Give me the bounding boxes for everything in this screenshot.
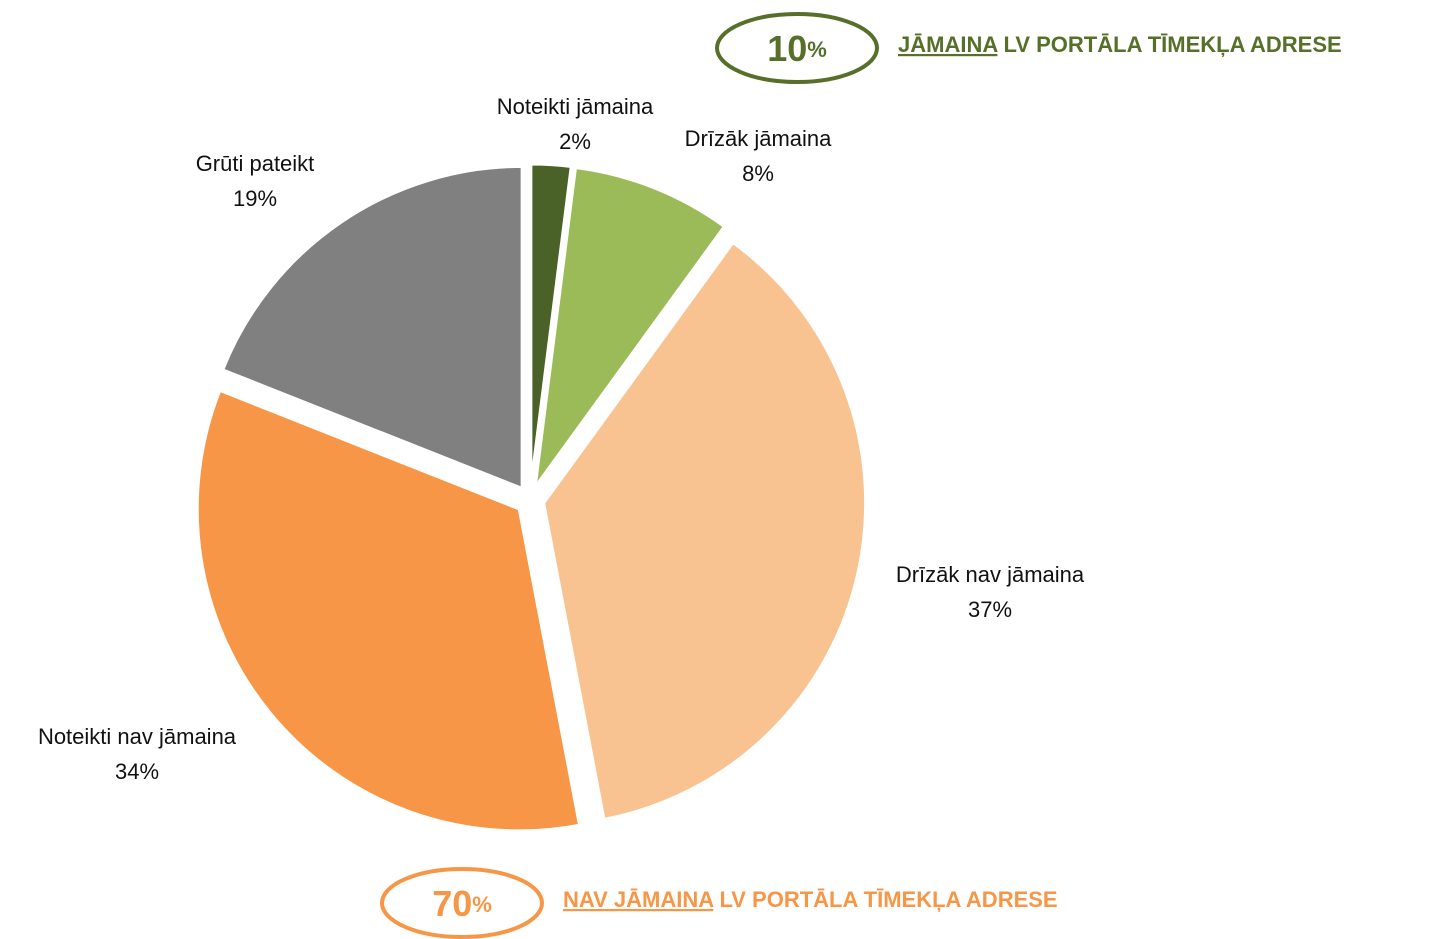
annotation-underlined: JĀMAINA — [898, 32, 998, 57]
annotation-text: JĀMAINA LV PORTĀLA TĪMEKĻA ADRESE — [898, 32, 1342, 57]
annotation-rest: LV PORTĀLA TĪMEKĻA ADRESE — [997, 32, 1341, 57]
pie-slice — [542, 240, 868, 822]
annotation-number: 10% — [767, 28, 827, 69]
category-label: Noteikti nav jāmaina — [38, 724, 237, 749]
annotation-unit: % — [472, 892, 492, 917]
annotation-value: 70 — [432, 883, 472, 924]
category-label: Grūti pateikt — [196, 151, 315, 176]
value-label: 2% — [559, 129, 591, 154]
annotation-number: 70% — [432, 883, 492, 924]
category-label: Noteikti jāmaina — [497, 94, 654, 119]
pie-slice — [220, 164, 524, 491]
pie-slice — [533, 165, 727, 488]
value-label: 19% — [233, 186, 277, 211]
annotation-ellipse — [715, 12, 879, 84]
annotation-underlined: NAV JĀMAINA — [563, 887, 714, 912]
annotation-ellipse — [380, 867, 544, 939]
annotation-rest: LV PORTĀLA TĪMEKĻA ADRESE — [713, 887, 1057, 912]
value-label: 8% — [742, 161, 774, 186]
pie-slice — [195, 388, 582, 833]
annotation-value: 10 — [767, 28, 807, 69]
category-label: Drīzāk nav jāmaina — [896, 562, 1085, 587]
value-label: 37% — [968, 597, 1012, 622]
value-label: 34% — [115, 759, 159, 784]
category-label: Drīzāk jāmaina — [685, 126, 832, 151]
annotation-unit: % — [807, 37, 827, 62]
annotation-text: NAV JĀMAINA LV PORTĀLA TĪMEKĻA ADRESE — [563, 887, 1058, 912]
pie-slice — [529, 162, 573, 487]
